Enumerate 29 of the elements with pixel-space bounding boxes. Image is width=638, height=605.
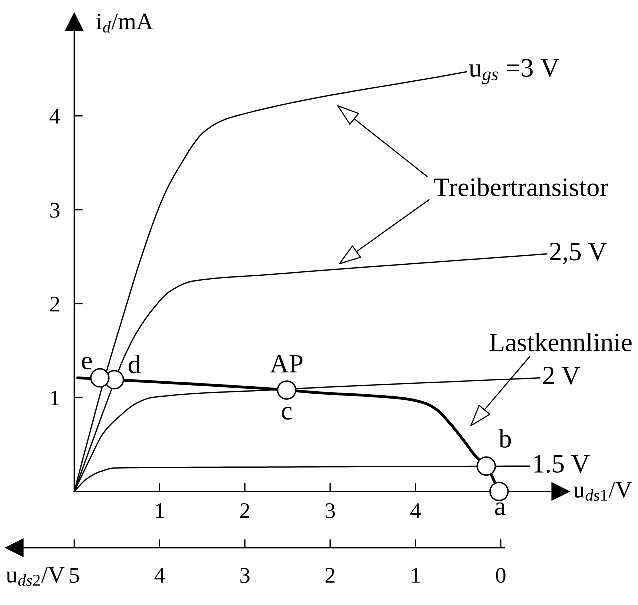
annotation: d [128,354,141,374]
y-tick-label: 1 [51,390,60,406]
annotation: b [498,429,512,448]
annotation: a [495,502,506,516]
annotation: Lastkennlinie [490,333,632,352]
x-axis-title: u$_{ds1}$/V [574,482,632,502]
annotation: c [282,407,292,420]
x2-tick-label: 0 [496,568,506,584]
x-tick-label: 3 [326,504,336,518]
x2-tick-label: 5 [70,568,80,584]
series-label: 2 V [543,366,580,385]
annotation: AP [270,355,303,373]
x2-tick-label: 4 [154,568,166,583]
series-label: u$_{gs}$ =3 V [469,59,560,84]
y-tick-label: 3 [50,202,60,218]
x2-tick-label: 3 [240,568,250,584]
y-tick-label: 2 [50,296,60,312]
x2-tick-label: 1 [412,568,420,583]
series-label: 1.5 V [534,455,590,474]
annotation: Treibertransistor [434,178,609,196]
y-axis-title: i$_{d}$/mA [96,14,154,33]
x-tick-label: 1 [156,504,164,518]
x-tick-label: 2 [240,504,250,518]
y-tick-label: 4 [50,109,60,124]
x2-axis-title: u$_{ds2}$/V [6,567,65,586]
annotation: e [82,356,92,370]
x-tick-label: 4 [410,504,421,518]
x2-tick-label: 2 [326,568,335,583]
series-label: 2,5 V [550,243,607,265]
